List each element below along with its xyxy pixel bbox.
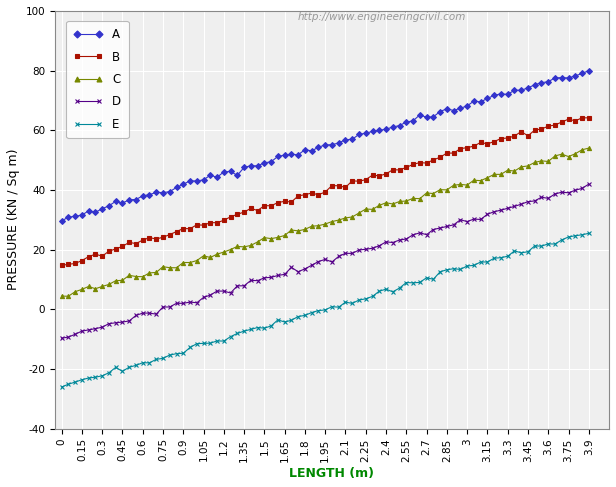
- B: [585, 115, 593, 121]
- C: [281, 233, 288, 239]
- C: [58, 293, 65, 299]
- C: [193, 258, 200, 263]
- E: [443, 267, 450, 273]
- E: [186, 345, 193, 351]
- B: [578, 115, 586, 121]
- D: [200, 295, 207, 300]
- B: [186, 226, 193, 232]
- Line: B: B: [60, 116, 591, 267]
- Y-axis label: PRESSURE (KN / Sq m): PRESSURE (KN / Sq m): [7, 149, 20, 290]
- C: [450, 182, 457, 188]
- E: [58, 384, 65, 390]
- A: [362, 131, 370, 136]
- X-axis label: LENGTH (m): LENGTH (m): [290, 467, 375, 480]
- D: [443, 224, 450, 229]
- D: [186, 299, 193, 305]
- D: [362, 246, 370, 252]
- A: [443, 106, 450, 112]
- C: [274, 234, 282, 240]
- E: [362, 296, 370, 302]
- E: [585, 230, 593, 236]
- D: [267, 274, 275, 280]
- A: [58, 218, 65, 224]
- B: [267, 203, 275, 209]
- Line: C: C: [60, 146, 591, 299]
- E: [200, 340, 207, 346]
- B: [200, 222, 207, 228]
- Legend: A, B, C, D, E: A, B, C, D, E: [67, 21, 129, 138]
- C: [585, 145, 593, 151]
- D: [585, 181, 593, 187]
- Line: A: A: [60, 69, 591, 223]
- E: [274, 317, 282, 323]
- D: [58, 335, 65, 341]
- C: [65, 293, 72, 299]
- B: [443, 150, 450, 156]
- C: [206, 255, 214, 261]
- D: [274, 273, 282, 279]
- Text: http://www.engineeringcivil.com: http://www.engineeringcivil.com: [298, 12, 466, 22]
- A: [186, 178, 193, 184]
- B: [362, 177, 370, 183]
- A: [267, 159, 275, 165]
- B: [274, 200, 282, 206]
- B: [58, 262, 65, 268]
- C: [369, 206, 376, 212]
- E: [267, 323, 275, 329]
- A: [200, 177, 207, 183]
- A: [274, 153, 282, 159]
- A: [585, 68, 593, 74]
- Line: D: D: [60, 182, 591, 340]
- Line: E: E: [60, 231, 591, 389]
